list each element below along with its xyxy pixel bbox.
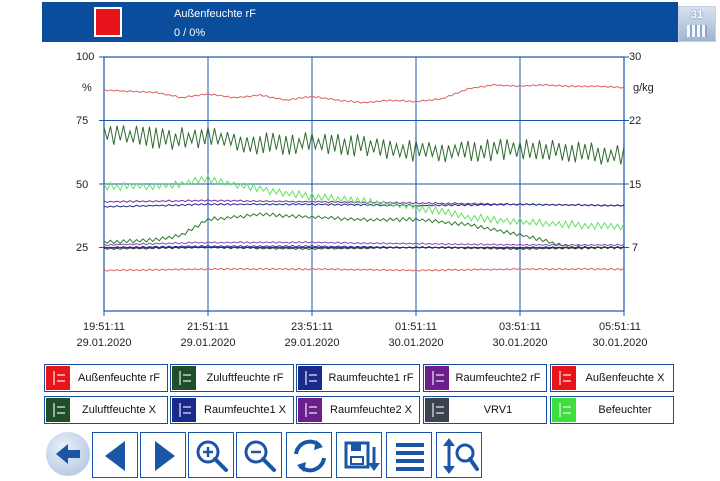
legend-item-raumfeuchte1-rf[interactable]: Raumfeuchte1 rF bbox=[296, 364, 420, 392]
y-right-unit: g/kg bbox=[633, 82, 654, 94]
zoom-out-icon bbox=[244, 440, 276, 472]
legend-swatch bbox=[552, 366, 576, 390]
series-line-4 bbox=[103, 267, 625, 272]
legend-swatch bbox=[425, 398, 449, 422]
list-icon bbox=[305, 371, 317, 385]
series-list-button[interactable] bbox=[386, 432, 432, 478]
x-tick-3: 01:51:11 30.01.2020 bbox=[388, 321, 444, 349]
legend-item-zuluftfeuchte-x[interactable]: Zuluftfeuchte X bbox=[44, 396, 168, 424]
scroll-right-button[interactable] bbox=[140, 432, 186, 478]
list-icon bbox=[53, 403, 65, 417]
zoom-out-button[interactable] bbox=[236, 432, 282, 478]
legend-swatch bbox=[46, 366, 70, 390]
y-right-tick-15: 15 bbox=[629, 179, 642, 191]
legend-item-raumfeuchte1-x[interactable]: Raumfeuchte1 X bbox=[170, 396, 294, 424]
y-left-tick-50: 50 bbox=[76, 179, 89, 191]
selected-series-value: 0 / 0% bbox=[174, 27, 206, 39]
y-left-unit: % bbox=[82, 82, 92, 94]
scroll-left-button[interactable] bbox=[92, 432, 138, 478]
x-tick-0: 19:51:11 29.01.2020 bbox=[76, 321, 132, 349]
y-left-tick-25: 25 bbox=[76, 242, 89, 254]
list-icon bbox=[432, 403, 444, 417]
x-tick-5: 05:51:11 30.01.2020 bbox=[592, 321, 648, 349]
series-line-5 bbox=[103, 125, 625, 165]
save-export-button[interactable] bbox=[336, 432, 382, 478]
series-line-9 bbox=[103, 174, 625, 231]
legend-item-raumfeuchte2-rf[interactable]: Raumfeuchte2 rF bbox=[423, 364, 547, 392]
y-right-tick-30: 30 bbox=[629, 51, 642, 63]
legend-item-zuluftfeuchte-rf[interactable]: Zuluftfeuchte rF bbox=[170, 364, 294, 392]
list-icon bbox=[53, 371, 65, 385]
back-button[interactable] bbox=[46, 432, 90, 476]
legend-swatch bbox=[298, 366, 322, 390]
arrow-left-icon bbox=[105, 441, 125, 471]
refresh-icon bbox=[294, 439, 326, 473]
y-left-tick-100: 100 bbox=[76, 51, 95, 63]
legend-swatch bbox=[552, 398, 576, 422]
legend-item-vrv1[interactable]: VRV1 bbox=[423, 396, 547, 424]
legend-swatch bbox=[46, 398, 70, 422]
list-icon bbox=[432, 371, 444, 385]
y-right-tick-7: 7 bbox=[632, 242, 639, 254]
refresh-button[interactable] bbox=[286, 432, 332, 478]
zoom-in-button[interactable] bbox=[188, 432, 234, 478]
series-line-7 bbox=[103, 241, 625, 247]
legend-item-raumfeuchte2-x[interactable]: Raumfeuchte2 X bbox=[296, 396, 420, 424]
zoom-in-icon bbox=[196, 440, 228, 472]
legend-item-befeuchter[interactable]: Befeuchter bbox=[550, 396, 674, 424]
chart-series bbox=[103, 83, 625, 272]
legend-item-aussenfeuchte-rf[interactable]: Außenfeuchte rF bbox=[44, 364, 168, 392]
series-line-8 bbox=[103, 246, 625, 251]
trend-chart[interactable] bbox=[0, 0, 720, 330]
vertical-zoom-button[interactable] bbox=[436, 432, 482, 478]
list-icon bbox=[559, 371, 571, 385]
y-left-tick-75: 75 bbox=[76, 115, 89, 127]
list-icon bbox=[179, 403, 191, 417]
series-line-2 bbox=[103, 244, 625, 249]
legend-swatch bbox=[298, 398, 322, 422]
back-arrow-icon bbox=[56, 444, 80, 464]
y-right-tick-22: 22 bbox=[629, 115, 642, 127]
legend-swatch bbox=[425, 366, 449, 390]
legend-swatch bbox=[172, 398, 196, 422]
vertical-zoom-icon bbox=[443, 438, 479, 474]
arrow-right-icon bbox=[155, 441, 175, 471]
x-tick-1: 21:51:11 29.01.2020 bbox=[180, 321, 236, 349]
list-icon bbox=[179, 371, 191, 385]
save-export-icon bbox=[344, 441, 380, 471]
x-tick-2: 23:51:11 29.01.2020 bbox=[284, 321, 340, 349]
legend-swatch bbox=[172, 366, 196, 390]
selected-series-title: Außenfeuchte rF bbox=[174, 8, 256, 20]
series-line-6 bbox=[103, 202, 625, 208]
list-icon bbox=[305, 403, 317, 417]
list-icon bbox=[396, 443, 424, 471]
selected-series-color-swatch bbox=[94, 7, 122, 37]
calendar-icon: 31 bbox=[690, 9, 704, 21]
calendar-button[interactable]: 31 bbox=[678, 6, 716, 42]
series-line-1 bbox=[103, 212, 625, 251]
series-line-3 bbox=[103, 199, 625, 207]
x-tick-4: 03:51:11 30.01.2020 bbox=[492, 321, 548, 349]
series-line-0 bbox=[103, 83, 625, 104]
calendar-grid-icon bbox=[687, 25, 707, 37]
list-icon bbox=[559, 403, 571, 417]
legend-item-aussenfeuchte-x[interactable]: Außenfeuchte X bbox=[550, 364, 674, 392]
header-bar: Außenfeuchte rF 0 / 0% 31 bbox=[42, 2, 716, 42]
